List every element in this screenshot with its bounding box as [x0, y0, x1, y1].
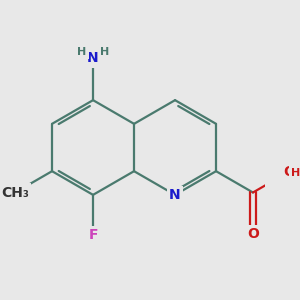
Text: O: O [283, 165, 295, 179]
Text: H: H [291, 168, 300, 178]
Text: CH₃: CH₃ [1, 185, 29, 200]
Text: O: O [247, 227, 259, 241]
Text: H: H [100, 47, 109, 57]
Text: F: F [88, 228, 98, 242]
Text: N: N [87, 52, 99, 65]
Text: H: H [77, 47, 86, 57]
Text: N: N [169, 188, 181, 202]
